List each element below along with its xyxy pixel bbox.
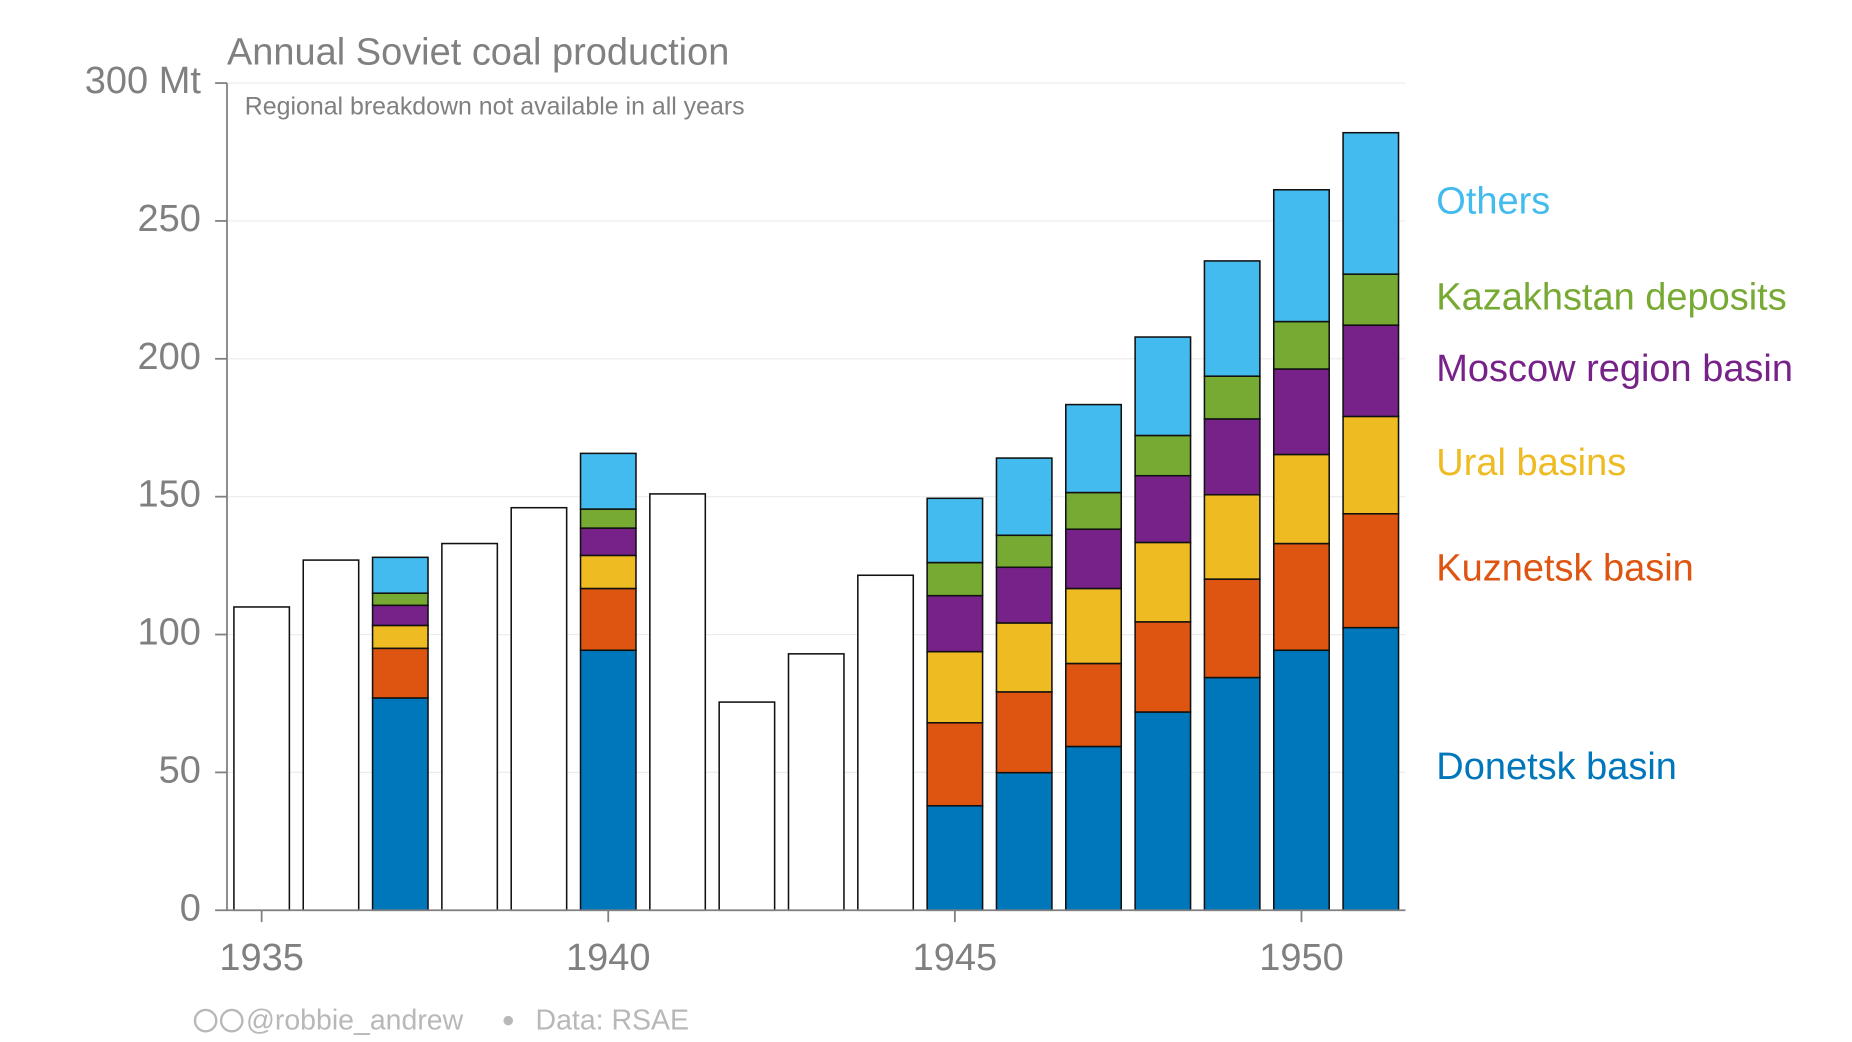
y-tick-label: 150 (138, 474, 201, 516)
bar-segment (649, 493, 707, 912)
bar-segment (579, 508, 637, 529)
x-tick-label: 1935 (219, 937, 303, 979)
bar-segment (1203, 493, 1261, 580)
bar-segment (579, 587, 637, 652)
bar-segment (995, 691, 1053, 774)
bar-segment (1342, 512, 1400, 629)
bar-segment (995, 622, 1053, 693)
bar-segment (1342, 131, 1400, 275)
bar-segment (1065, 528, 1123, 590)
legend-label: Ural basins (1436, 442, 1626, 484)
bar-segment (1203, 578, 1261, 679)
bar-segment (1065, 403, 1123, 494)
y-tick-label: 250 (138, 198, 201, 240)
x-tick-label: 1950 (1259, 937, 1343, 979)
bar-segment (1134, 711, 1192, 912)
bar-segment (1203, 418, 1261, 496)
legend-label: Kuznetsk basin (1436, 548, 1694, 590)
bar-segment (371, 592, 429, 607)
footer-separator (503, 1015, 513, 1026)
bar-segment (995, 566, 1053, 624)
legend-label: Others (1436, 180, 1550, 222)
bar-segment (1203, 676, 1261, 912)
bar-segment (579, 452, 637, 510)
bar-segment (718, 701, 776, 912)
x-tick-label: 1940 (566, 937, 650, 979)
bar-segment (857, 574, 915, 912)
bar-segment (995, 457, 1053, 537)
legend-label: Donetsk basin (1436, 746, 1677, 788)
y-tick-label: 300 Mt (85, 60, 202, 102)
legend-label: Moscow region basin (1436, 348, 1793, 390)
bar-segment (1203, 375, 1261, 420)
license-icons (193, 1008, 244, 1033)
y-tick-label: 200 (138, 336, 201, 378)
bar-segment (579, 554, 637, 590)
bar-segment (1134, 336, 1192, 437)
bar-segment (1272, 542, 1330, 652)
y-tick-label: 50 (159, 749, 201, 791)
bar-segment (1065, 587, 1123, 665)
bar-segment (1272, 320, 1330, 370)
bar-segment (1272, 189, 1330, 323)
bar-segment (926, 650, 984, 724)
bar-segment (1134, 434, 1192, 477)
bar-segment (1342, 415, 1400, 515)
bar-segment (1203, 260, 1261, 377)
bar-segment (1342, 626, 1400, 912)
bar-segment (579, 649, 637, 912)
bar-segment (1065, 745, 1123, 912)
chart-subtitle: Regional breakdown not available in all … (245, 93, 745, 121)
bar-segment (1134, 541, 1192, 623)
bar-segment (926, 594, 984, 653)
bar-segment (371, 697, 429, 912)
bar-segment (995, 771, 1053, 912)
y-tick-label: 0 (180, 887, 201, 929)
bar-segment (1134, 621, 1192, 713)
bar-segment (1065, 491, 1123, 530)
legend-label: Kazakhstan deposits (1436, 277, 1786, 319)
chart-title: Annual Soviet coal production (227, 32, 729, 74)
bar-segment (1065, 662, 1123, 748)
footer-credit: @robbie_andrew (246, 1004, 464, 1036)
bar-segment (926, 804, 984, 912)
bar-segment (1134, 474, 1192, 544)
bar-segment (510, 506, 568, 912)
bar-segment (579, 527, 637, 557)
footer-source: Data: RSAE (536, 1004, 689, 1036)
bar-segment (1272, 368, 1330, 456)
bar-segment (371, 624, 429, 650)
bar-segment (371, 556, 429, 594)
x-tick-label: 1945 (913, 937, 997, 979)
bar-segment (1272, 649, 1330, 912)
bar-segment (441, 542, 499, 912)
bar-segment (302, 559, 360, 912)
bar-segment (926, 721, 984, 807)
bar-segment (1342, 273, 1400, 326)
bar-segment (926, 561, 984, 597)
bar-segment (1342, 324, 1400, 418)
bar-segment (995, 534, 1053, 569)
bar-segment (371, 604, 429, 627)
bar-segment (1272, 453, 1330, 545)
bar-segment (787, 653, 845, 912)
bar-segment (233, 606, 291, 912)
bar-segment (926, 497, 984, 564)
bar-segment (371, 647, 429, 699)
y-tick-label: 100 (138, 612, 201, 654)
